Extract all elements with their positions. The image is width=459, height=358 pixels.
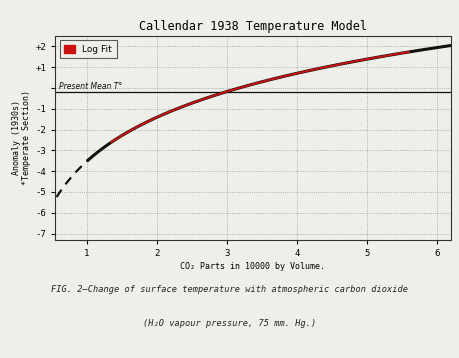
Text: FIG. 2—Change of surface temperature with atmospheric carbon dioxide: FIG. 2—Change of surface temperature wit… bbox=[51, 285, 408, 294]
X-axis label: CO₂ Parts in 10000 by Volume.: CO₂ Parts in 10000 by Volume. bbox=[180, 262, 325, 271]
Y-axis label: Anomaly (1930s)
*Temperate Section): Anomaly (1930s) *Temperate Section) bbox=[12, 90, 31, 185]
Text: (H₂O vapour pressure, 75 mm. Hg.): (H₂O vapour pressure, 75 mm. Hg.) bbox=[143, 319, 316, 328]
Legend: Log Fit: Log Fit bbox=[60, 40, 116, 58]
Text: Present Mean T°: Present Mean T° bbox=[59, 82, 122, 91]
Title: Callendar 1938 Temperature Model: Callendar 1938 Temperature Model bbox=[139, 20, 366, 33]
